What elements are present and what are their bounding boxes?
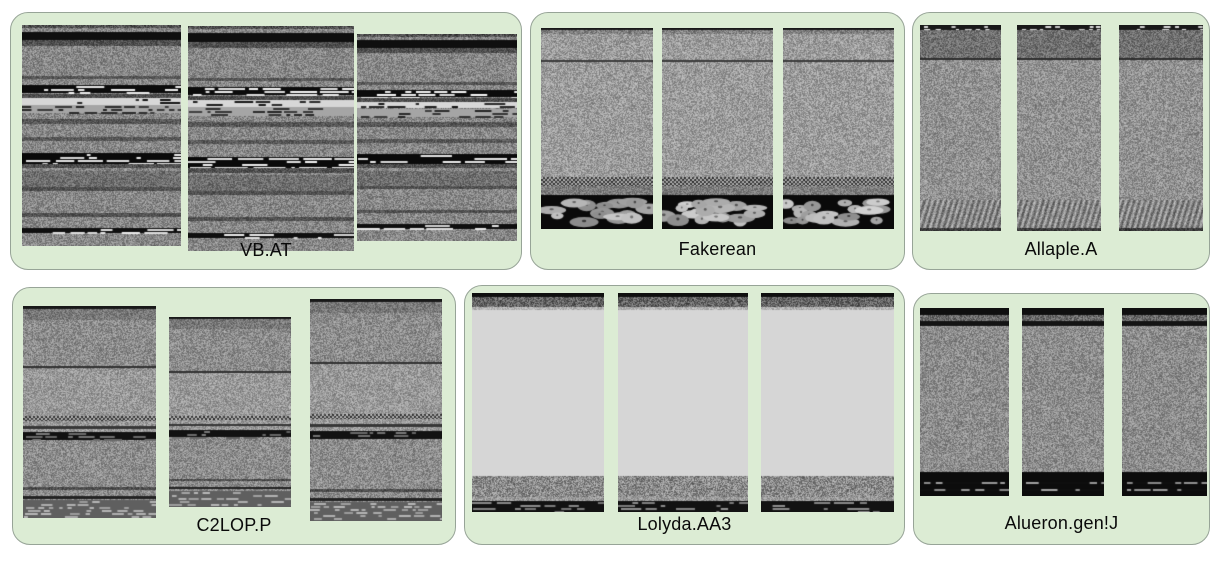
family-label: Allaple.A <box>1024 239 1098 259</box>
malware-byteplot-image <box>310 299 442 521</box>
family-panel-c2lop-p: C2LOP.P <box>12 287 456 545</box>
malware-byteplot-image <box>541 28 653 229</box>
malware-byteplot-image <box>23 306 156 518</box>
family-panel-allaple-a: Allaple.A <box>912 12 1210 270</box>
malware-byteplot-image <box>1119 25 1203 231</box>
family-label: Lolyda.AA3 <box>637 514 732 534</box>
malware-byteplot-image <box>169 317 291 507</box>
malware-byteplot-image <box>472 293 604 512</box>
malware-byteplot-image <box>783 28 894 229</box>
malware-byteplot-image <box>22 25 181 246</box>
malware-byteplot-image <box>1122 308 1207 496</box>
family-label: Alueron.gen!J <box>1004 513 1119 533</box>
family-panel-fakerean: Fakerean <box>530 12 905 270</box>
family-panel-alueron-gen-j: Alueron.gen!J <box>913 293 1210 545</box>
family-label: VB.AT <box>240 240 292 260</box>
malware-byteplot-image <box>618 293 748 512</box>
malware-byteplot-image <box>357 34 517 241</box>
family-panel-lolyda-aa3: Lolyda.AA3 <box>464 285 905 545</box>
malware-byteplot-image <box>1017 25 1101 231</box>
malware-byteplot-image <box>1022 308 1104 496</box>
family-panel-vb-at: VB.AT <box>10 12 522 270</box>
malware-byteplot-image <box>761 293 894 512</box>
family-label: C2LOP.P <box>196 515 272 535</box>
malware-byteplot-image <box>188 26 354 251</box>
malware-byteplot-image <box>662 28 773 229</box>
family-label: Fakerean <box>678 239 757 259</box>
malware-byteplot-image <box>920 308 1009 496</box>
malware-byteplot-image <box>920 25 1001 231</box>
